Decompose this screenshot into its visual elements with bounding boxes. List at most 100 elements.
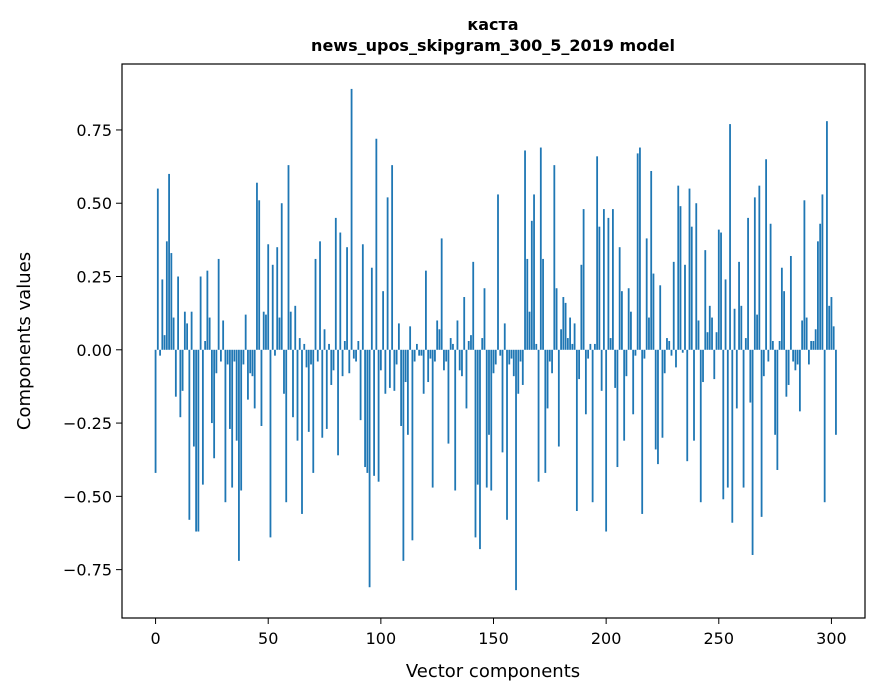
bar [425,270,427,350]
bar [197,349,200,532]
bar [684,264,686,350]
bar [301,349,303,514]
bar [578,349,581,380]
bar [519,349,522,362]
bar [208,317,211,350]
bar [199,276,202,350]
bar [787,349,790,385]
bar [229,349,231,429]
bar [792,349,795,362]
bar [663,349,666,374]
bar [659,285,662,350]
bar [269,349,272,538]
bar [605,349,608,532]
bar [724,279,727,350]
bar [562,297,565,350]
bar [161,279,164,350]
bar [467,341,470,350]
bar [384,349,387,394]
bar [832,326,835,350]
bar [695,203,698,350]
bar [393,349,396,391]
bar [625,349,628,377]
y-tick-label: −0.50 [63,487,112,506]
bar [443,349,445,371]
bar [731,349,734,523]
bar [693,349,695,441]
bar [627,288,630,350]
bar [560,329,562,350]
bar [190,311,193,350]
bar [600,349,603,391]
bar [251,349,254,377]
bar [346,247,348,350]
bar [812,341,815,350]
bar [163,335,166,350]
bar [614,349,617,388]
bar [539,147,542,350]
bar [753,197,756,350]
bar [285,349,288,503]
bar [422,349,425,394]
y-tick-label: 0.00 [76,341,112,360]
x-axis-label: Vector components [406,661,580,682]
bar [621,291,623,350]
bar [508,349,511,365]
bar [587,349,590,359]
bar [404,349,407,383]
bar [785,349,788,397]
bar [373,349,375,476]
bar [258,200,261,350]
bar [296,349,299,441]
bar [339,232,342,350]
bar [447,349,450,444]
chart-title: каста [467,15,518,34]
bar [253,349,256,409]
bar [648,317,650,350]
bar [569,317,571,350]
x-tick-label: 300 [816,629,847,648]
bar [517,349,520,394]
bar [310,349,312,365]
bar [436,320,439,350]
bar [465,349,468,409]
bar [397,323,400,350]
bar [835,349,837,435]
bar [675,349,677,368]
bar [679,206,682,350]
bar [566,338,569,350]
bar [388,349,391,388]
bar [292,349,294,418]
bar [666,338,668,350]
bar [805,317,808,350]
plot-frame [121,63,866,619]
bar [226,349,229,365]
x-tick-label: 100 [366,629,397,648]
bar [564,302,567,350]
bar [206,270,209,350]
bar [260,349,263,426]
y-tick-label: 0.75 [76,121,112,140]
bar [814,329,817,350]
bar [294,305,297,350]
bar [472,261,475,350]
bar [551,349,553,374]
bar [771,341,774,350]
bar [440,238,443,350]
x-tick-label: 150 [478,629,509,648]
bar [159,349,161,356]
bar [474,349,477,538]
bar [370,267,373,350]
y-axis-label: Components values [14,252,35,430]
bar [497,194,499,350]
bar [542,258,544,350]
bar [652,273,655,350]
bar [298,338,301,350]
bar [688,188,691,350]
bar [794,349,797,371]
bar [177,276,179,350]
bar [762,349,765,377]
bar [391,165,394,350]
bar [826,121,828,350]
bar [366,349,369,473]
